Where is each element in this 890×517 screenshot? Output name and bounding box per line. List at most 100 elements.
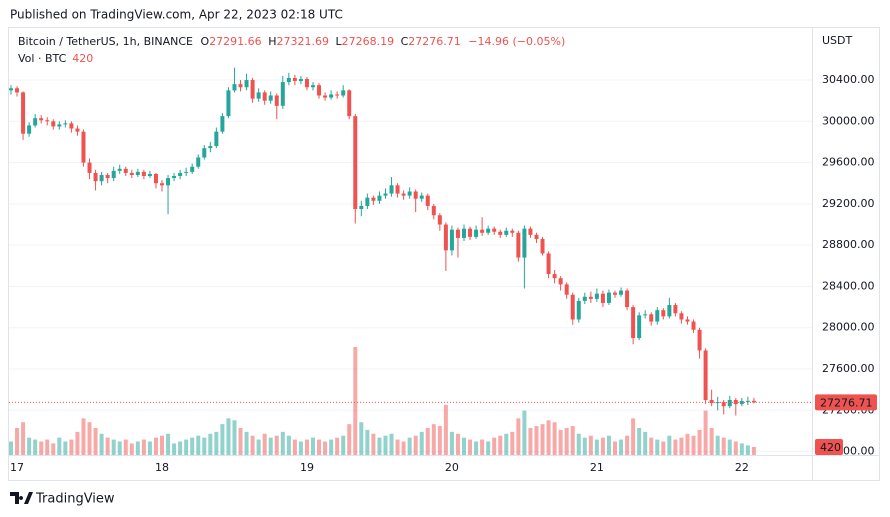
candle-body <box>546 253 551 275</box>
candle-body <box>462 228 466 238</box>
candles <box>9 67 756 416</box>
candle-body <box>649 314 654 322</box>
candle-body <box>383 193 388 196</box>
volume-bar <box>160 435 164 455</box>
candle-body <box>63 123 68 125</box>
candle-body <box>359 205 364 210</box>
candle-body <box>745 400 750 402</box>
volume-bar <box>582 437 587 455</box>
candle-body <box>202 148 207 158</box>
volume-bar <box>613 441 617 455</box>
volume-bar <box>588 435 593 455</box>
y-tick-label: 28000.00 <box>822 321 875 334</box>
volume-bar <box>172 443 177 455</box>
volume-bar <box>57 437 62 455</box>
candle-body <box>643 314 648 316</box>
volume-box <box>815 439 843 455</box>
volume-bar <box>625 435 630 455</box>
currency: USDT <box>822 34 853 47</box>
volume-bar <box>715 435 720 455</box>
volume-bar <box>492 437 497 455</box>
volume-bar <box>190 437 195 455</box>
candle-body <box>317 85 322 96</box>
volume-bar <box>558 429 563 455</box>
symbol: Bitcoin / TetherUS, 1h, BINANCE <box>18 35 193 48</box>
volume-bar <box>87 422 92 455</box>
volume-bar <box>498 435 503 455</box>
volume-bar <box>510 431 515 455</box>
volume-bar <box>504 433 509 455</box>
volume-bar <box>739 443 744 455</box>
legend-high: 27321.69 <box>276 35 329 48</box>
volume-bar <box>147 441 152 455</box>
candle-body <box>323 95 328 98</box>
candle-body <box>33 118 38 126</box>
volume-bar <box>455 433 460 455</box>
volume-bar <box>733 441 738 455</box>
candle-body <box>214 131 219 147</box>
candle-body <box>413 191 418 199</box>
volume-bar <box>232 420 237 455</box>
volume-bar <box>709 428 714 455</box>
volume-bar <box>413 435 418 455</box>
candle-body <box>39 118 44 121</box>
candle-body <box>576 300 581 320</box>
volume-bar <box>274 435 279 455</box>
y-tick-label: 29600.00 <box>822 156 875 169</box>
candle-body <box>685 319 690 322</box>
volume-bar <box>365 429 370 455</box>
volume-bar <box>99 433 104 455</box>
volume-bar <box>304 439 309 455</box>
volume-bar <box>123 439 128 455</box>
volume-bar <box>111 439 116 455</box>
volume-bar <box>286 435 291 455</box>
volume-bar <box>721 437 726 455</box>
volume-bar <box>679 437 684 455</box>
candle-body <box>135 171 140 175</box>
candle-body <box>371 197 376 201</box>
volume-bar <box>667 435 672 455</box>
candle-body <box>751 400 756 403</box>
candle-body <box>606 292 611 303</box>
volume-bar <box>166 433 171 455</box>
volume-bar <box>15 428 20 455</box>
volume-bar <box>528 428 533 455</box>
candle-body <box>21 92 26 134</box>
candle-body <box>697 329 702 351</box>
x-tick-label: 21 <box>590 461 604 474</box>
candle-body <box>292 77 297 82</box>
candle-body <box>504 230 509 235</box>
volume-bar <box>468 439 473 455</box>
candle-body <box>377 195 382 201</box>
volume-bar <box>75 431 80 455</box>
volume-bar <box>425 428 430 455</box>
volume-legend: Vol · BTC 420 <box>18 52 93 65</box>
volume-bar <box>407 437 412 455</box>
legend-close: 27276.71 <box>408 35 461 48</box>
candle-body <box>256 92 261 99</box>
candle-body <box>93 172 98 182</box>
volume-bar <box>480 439 485 455</box>
candle-body <box>655 310 660 322</box>
x-tick-label: 19 <box>300 461 314 474</box>
volume-bar <box>697 429 702 455</box>
volume-bar <box>685 433 690 455</box>
volume-bar <box>431 424 436 455</box>
volume-pane <box>9 347 756 455</box>
candle-body <box>286 77 291 83</box>
volume-bar <box>323 441 328 455</box>
volume-bar <box>117 441 122 455</box>
candle-body <box>105 174 110 179</box>
candle-body <box>474 229 479 237</box>
candle-body <box>721 402 726 407</box>
candle-body <box>594 293 599 299</box>
candle-body <box>564 284 569 295</box>
candle-body <box>111 170 116 179</box>
volume-bar <box>661 441 666 455</box>
y-tick-label: 29200.00 <box>822 197 875 210</box>
volume-bar <box>576 433 581 455</box>
volume-bar <box>317 439 322 455</box>
candle-body <box>311 85 315 88</box>
volume-bar <box>268 437 273 455</box>
volume-bar <box>522 410 527 455</box>
